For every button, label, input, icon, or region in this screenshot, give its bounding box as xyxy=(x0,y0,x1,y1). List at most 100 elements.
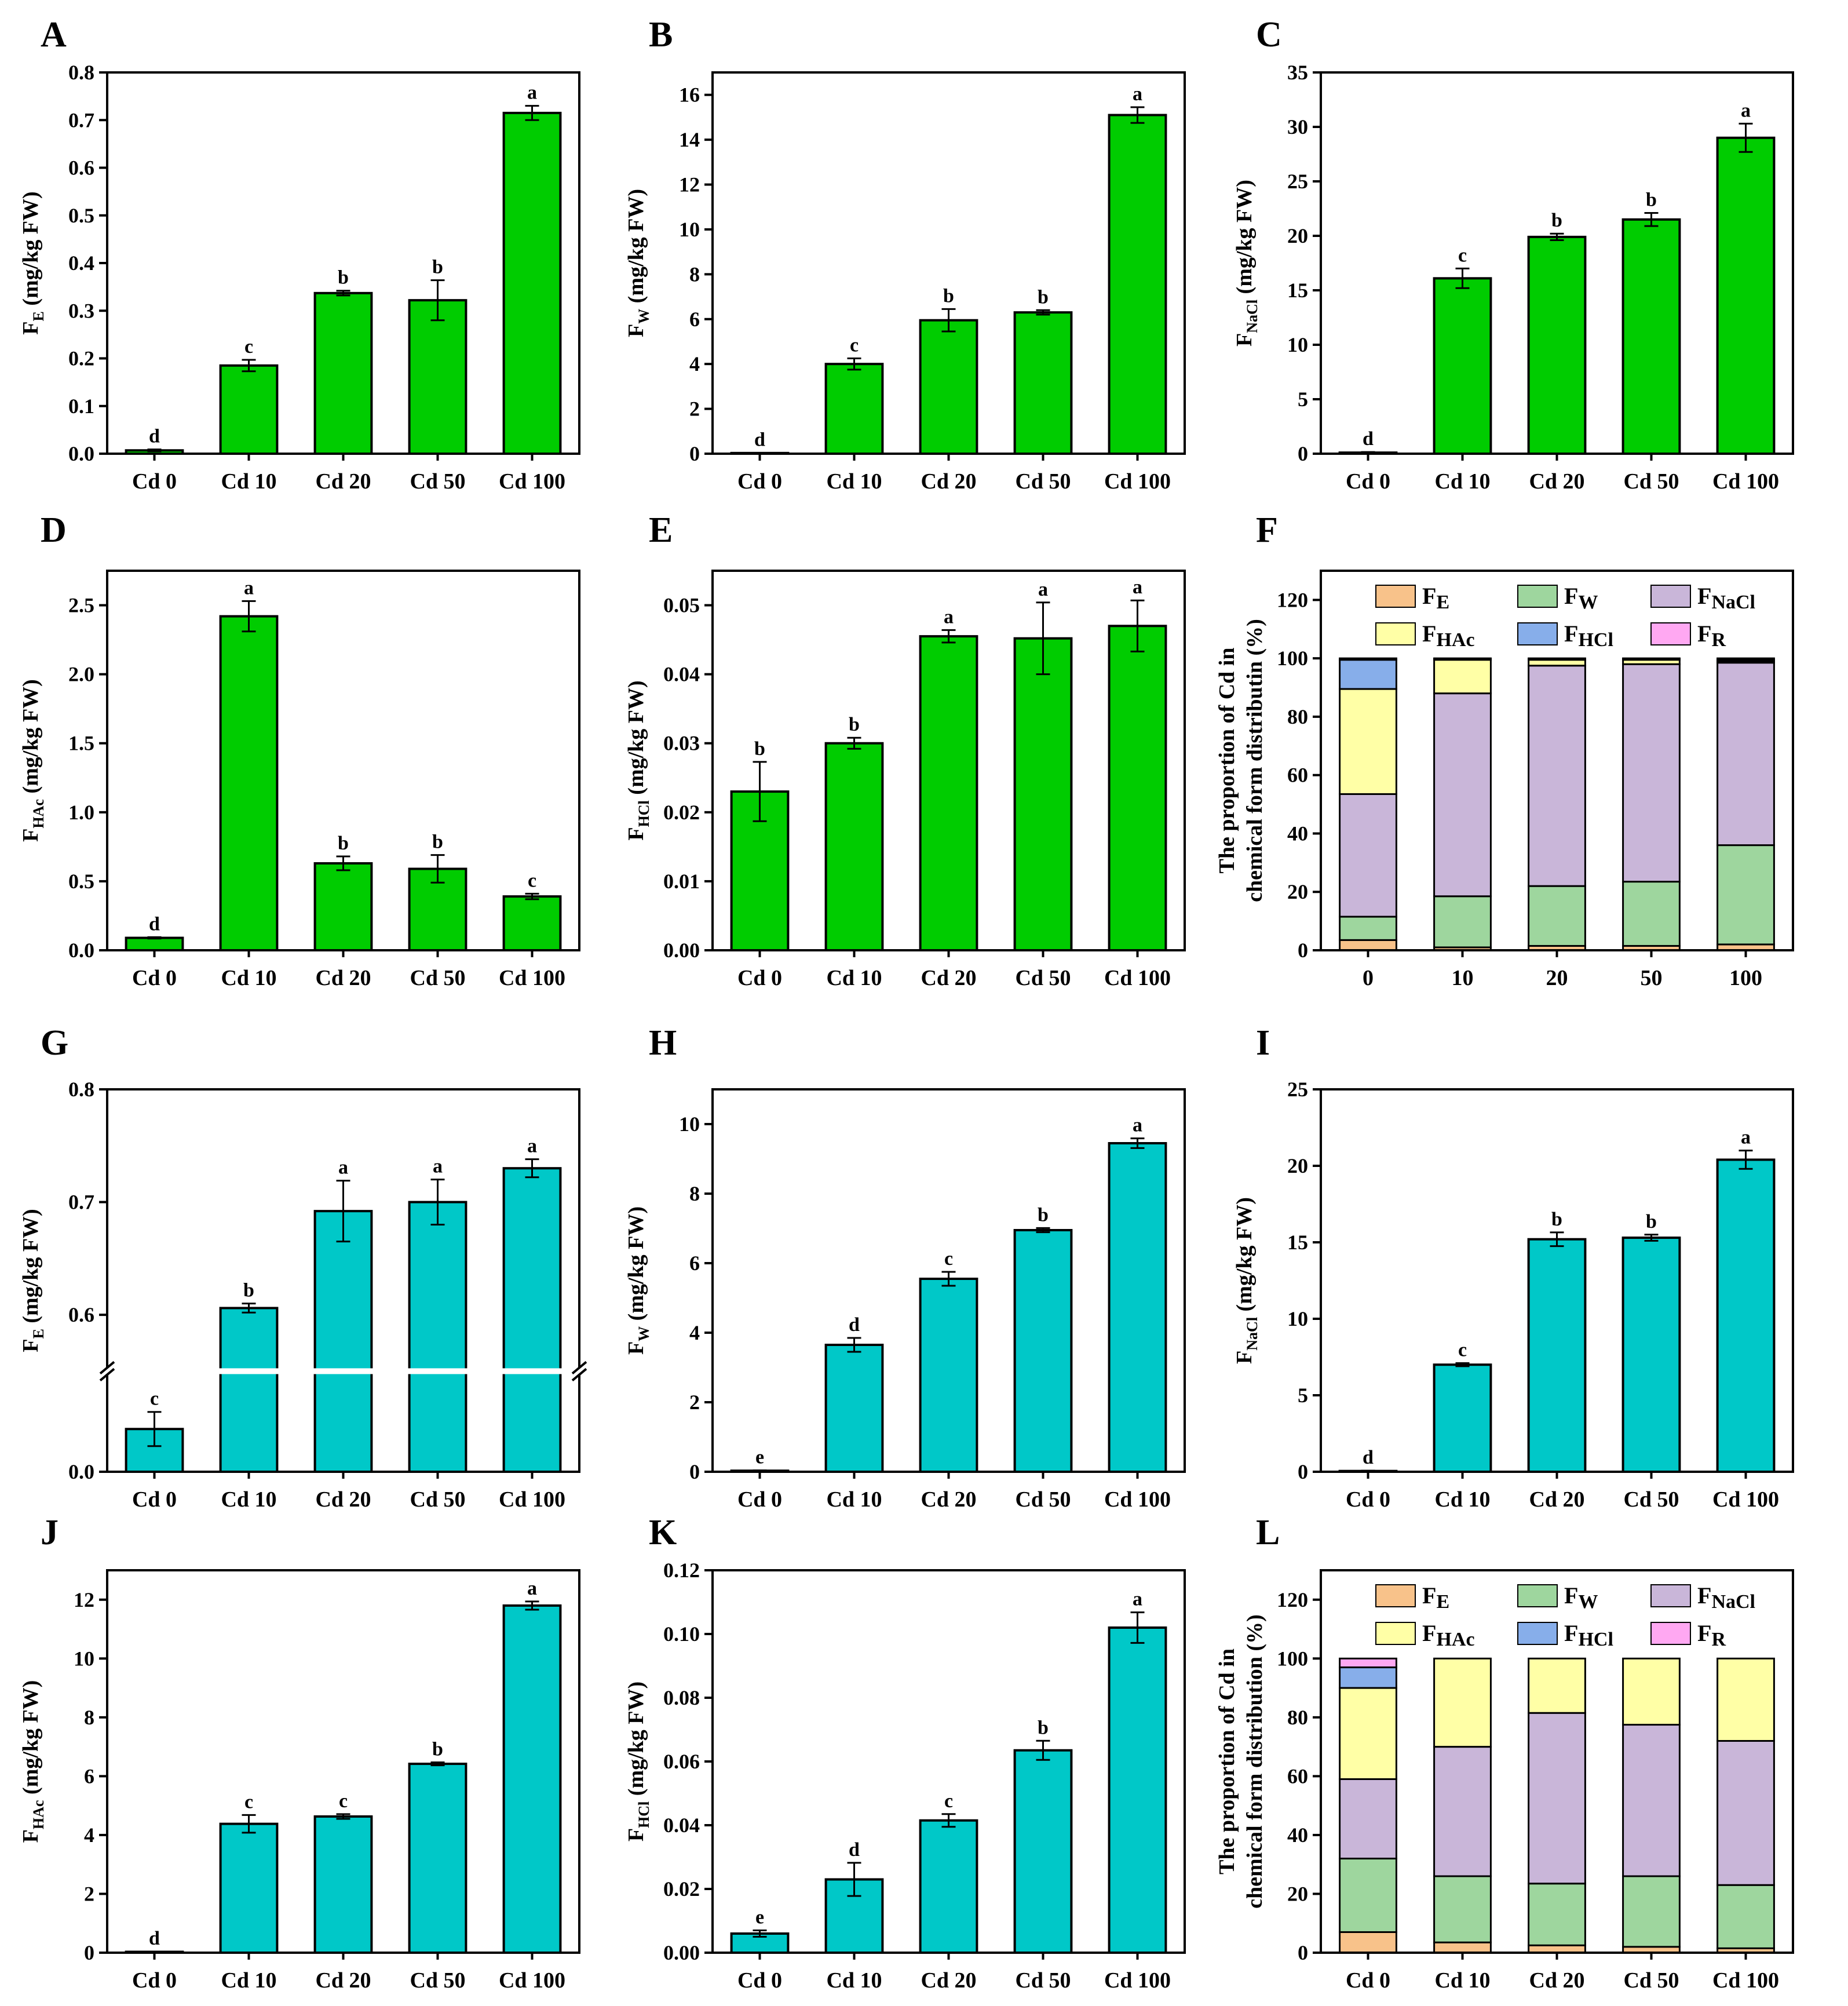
stack-segment-fw xyxy=(1716,1884,1775,1949)
y-tick-label: 1.5 xyxy=(68,732,94,755)
y-tick-label: 25 xyxy=(1287,1078,1308,1101)
panel-label-h: H xyxy=(649,1023,677,1063)
y-tick-label: 0.00 xyxy=(663,1941,700,1964)
significance-letter: a xyxy=(944,606,954,628)
stack-segment-fhac xyxy=(1716,1657,1775,1742)
bar xyxy=(919,635,978,951)
y-tick-label: 0.6 xyxy=(68,156,94,180)
y-tick-label: 25 xyxy=(1287,170,1308,193)
y-tick-label: 100 xyxy=(1277,1647,1308,1670)
panel-k: K 0.00 0.02 0.04 0.06 0.08 0.10 0.12 e d c b a Cd 0 Cd… xyxy=(624,1513,1186,1993)
y-axis-label: The proportion of Cd in xyxy=(1215,1648,1239,1874)
legend-label-fnacl: FNaCl xyxy=(1697,583,1755,613)
x-tick-label: Cd 50 xyxy=(410,966,465,990)
bar xyxy=(1716,136,1776,455)
bar xyxy=(219,1822,279,1954)
x-tick-label: Cd 20 xyxy=(315,469,371,494)
y-tick-label: 2.0 xyxy=(68,663,94,686)
legend-swatch-fnacl xyxy=(1650,1584,1691,1607)
x-tick-label: Cd 0 xyxy=(737,1968,782,1993)
significance-letter: b xyxy=(1038,1204,1049,1226)
legend-swatch-fe xyxy=(1375,1584,1416,1607)
significance-letter: b xyxy=(338,267,349,289)
panel-label-k: K xyxy=(649,1513,677,1552)
y-tick-label: 35 xyxy=(1287,61,1308,84)
bar xyxy=(1108,625,1167,951)
x-tick-label: Cd 10 xyxy=(1434,1968,1490,1993)
panel-g: G 0.0 0.6 0.7 0.8 c b a a a Cd 0 Cd 10 Cd 20 Cd 50 Cd … xyxy=(19,1023,587,1512)
y-tick-label: 0.0 xyxy=(68,939,94,962)
bar xyxy=(1013,1229,1073,1473)
significance-letter: c xyxy=(1458,1340,1467,1361)
significance-letter: d xyxy=(849,1314,860,1336)
significance-letter: a xyxy=(338,1157,348,1179)
x-tick-label: Cd 0 xyxy=(737,469,782,494)
y-tick-label: 60 xyxy=(1287,764,1308,787)
y-axis-label: FHAc (mg/kg FW) xyxy=(19,679,47,842)
significance-letter: c xyxy=(339,1790,348,1812)
panel-label-b: B xyxy=(649,15,673,54)
y-tick-label: 2 xyxy=(689,1391,700,1414)
stack-segment-fr xyxy=(1339,1657,1397,1669)
significance-letter: b xyxy=(1646,189,1657,211)
x-tick-label: 10 xyxy=(1452,966,1474,990)
bar xyxy=(502,111,562,455)
stack-segment-fw xyxy=(1433,895,1492,949)
bar xyxy=(1527,1238,1587,1473)
stack-segment-fw xyxy=(1622,1875,1681,1948)
legend-label-fhcl: FHCl xyxy=(1564,1620,1613,1650)
x-tick-label: Cd 20 xyxy=(1529,1968,1584,1993)
x-tick-label: Cd 10 xyxy=(221,966,276,990)
stack-segment-fhac xyxy=(1339,1687,1397,1780)
stack-segment-fr xyxy=(1433,657,1492,660)
stack-segment-fhac xyxy=(1528,1657,1586,1714)
significance-letter: b xyxy=(243,1280,254,1301)
x-tick-label: Cd 100 xyxy=(1712,469,1779,494)
y-tick-label: 0.12 xyxy=(663,1559,700,1582)
y-axis-label: FHCl (mg/kg FW) xyxy=(624,680,652,840)
x-tick-label: Cd 100 xyxy=(1712,1968,1779,1993)
significance-letter: b xyxy=(943,285,954,307)
panel-label-f: F xyxy=(1256,510,1278,550)
y-axis-label: FE (mg/kg FW) xyxy=(19,1209,47,1352)
x-tick-label: Cd 50 xyxy=(410,469,465,494)
significance-letter: c xyxy=(150,1388,159,1410)
legend-label-fr: FR xyxy=(1697,621,1726,651)
y-tick-label: 10 xyxy=(679,218,700,241)
stack-segment-fw xyxy=(1528,885,1586,947)
x-tick-label: Cd 20 xyxy=(1529,469,1584,494)
x-tick-label: 100 xyxy=(1729,966,1762,990)
x-tick-label: 50 xyxy=(1641,966,1663,990)
y-tick-label: 20 xyxy=(1287,1882,1308,1905)
significance-letter: c xyxy=(850,335,859,356)
x-tick-label: Cd 20 xyxy=(921,966,976,990)
panel-label-i: I xyxy=(1256,1023,1270,1063)
x-tick-label: Cd 50 xyxy=(1015,1487,1071,1512)
stack-segment-fhac xyxy=(1339,688,1397,795)
stack-segment-fhac xyxy=(1528,659,1586,667)
significance-letter: b xyxy=(754,738,765,760)
y-tick-label: 10 xyxy=(1287,1307,1308,1330)
significance-letter: a xyxy=(244,577,254,599)
significance-letter: d xyxy=(149,1928,160,1949)
y-axis-label: The proportion of Cd in xyxy=(1215,648,1239,874)
legend-label-fe: FE xyxy=(1422,1582,1449,1613)
y-axis-label: chemical form distribution (%) xyxy=(1243,1614,1267,1909)
bar xyxy=(824,742,884,952)
y-tick-label: 0.02 xyxy=(663,801,700,824)
y-axis-label: FNaCl (mg/kg FW) xyxy=(1232,1197,1261,1364)
significance-letter: d xyxy=(149,913,160,935)
y-tick-label: 0.01 xyxy=(663,870,700,893)
bar xyxy=(408,1763,468,1954)
x-tick-label: Cd 10 xyxy=(826,966,882,990)
significance-letter: d xyxy=(754,429,765,450)
y-tick-label: 0 xyxy=(689,1460,700,1483)
bar xyxy=(1108,114,1167,455)
bar xyxy=(408,299,468,455)
significance-letter: b xyxy=(432,1739,443,1760)
significance-letter: b xyxy=(338,833,349,854)
x-tick-label: Cd 20 xyxy=(921,469,976,494)
y-tick-label: 6 xyxy=(84,1764,94,1788)
x-tick-label: Cd 0 xyxy=(1346,1487,1390,1512)
significance-letter: b xyxy=(1646,1211,1657,1232)
